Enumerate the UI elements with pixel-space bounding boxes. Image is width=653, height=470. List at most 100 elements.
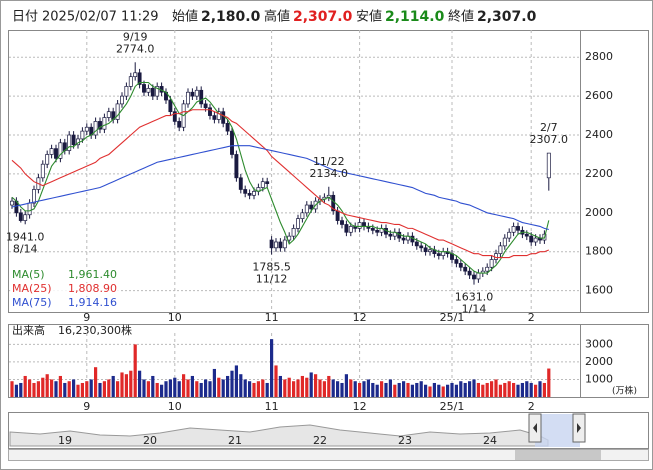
header-label: 終値 <box>448 9 474 25</box>
annotation-date: 9/19 <box>123 30 148 43</box>
candle-body <box>489 259 494 268</box>
y-tick-label: 1800 <box>585 245 613 258</box>
volume-bar <box>494 379 498 397</box>
volume-bar <box>120 372 124 397</box>
candle-body <box>208 107 212 116</box>
candle-body <box>304 204 309 214</box>
volume-bar <box>538 381 542 397</box>
volume-bar <box>270 339 274 397</box>
y-tick-label: 2200 <box>585 167 613 180</box>
volume-bar <box>54 381 58 397</box>
volume-bar <box>186 379 190 397</box>
volume-bar <box>419 381 423 397</box>
volume-bar <box>221 379 225 397</box>
volume-bar <box>243 379 247 397</box>
candle-body <box>115 103 120 120</box>
volume-bar <box>76 384 80 397</box>
legend-value: 1,808.90 <box>68 282 117 295</box>
volume-bar <box>98 382 102 397</box>
candle-body <box>142 84 146 93</box>
volume-bar <box>10 381 14 397</box>
volume-bar <box>454 384 458 397</box>
volume-bar <box>32 382 36 397</box>
candle-body <box>458 263 463 268</box>
volume-bar <box>428 386 432 397</box>
candle-body <box>23 214 28 221</box>
candle-body <box>146 87 151 93</box>
candle-body <box>335 210 340 221</box>
candle-body <box>260 181 265 188</box>
volume-bar <box>384 382 388 397</box>
scroll-thumb[interactable] <box>515 450 601 460</box>
volume-bar <box>402 381 406 397</box>
volume-bar <box>358 382 362 397</box>
x-tick-label: 25/1 <box>440 311 465 324</box>
scrollbar[interactable] <box>8 449 649 461</box>
x-tick-label: 9 <box>83 400 90 413</box>
volume-bar <box>28 379 32 397</box>
candle-body <box>243 189 248 194</box>
candle-body <box>278 241 283 249</box>
volume-bar <box>547 368 551 397</box>
volume-bar <box>366 379 370 397</box>
volume-bar <box>322 381 326 397</box>
volume-bar <box>190 375 194 397</box>
volume-bar <box>340 382 344 397</box>
candle-body <box>511 226 516 233</box>
volume-bar <box>23 375 27 397</box>
volume-bar <box>155 382 159 397</box>
volume-bar <box>234 365 238 397</box>
annotation-date: 11/22 <box>313 155 345 168</box>
candle-body <box>124 86 129 97</box>
candle-body <box>190 91 195 97</box>
volume-bar <box>336 381 340 397</box>
navigator-label: 20 <box>143 434 157 447</box>
candle-body <box>230 130 234 155</box>
volume-bar <box>463 382 467 397</box>
volume-title: 出来高 <box>12 323 45 337</box>
annotation-value: 2307.0 <box>530 133 569 146</box>
x-tick-label: 2 <box>528 311 535 324</box>
candle-body <box>67 134 72 151</box>
volume-panel <box>8 324 649 398</box>
candle-body <box>10 200 14 206</box>
volume-bar <box>261 379 265 397</box>
legend-value: 1,961.40 <box>68 268 117 281</box>
volume-bar <box>80 382 84 397</box>
candle-body <box>436 253 441 256</box>
annotation-value: 2774.0 <box>116 42 155 55</box>
volume-bar <box>256 381 260 397</box>
legend-name: MA(5) <box>12 268 45 281</box>
volume-bar <box>72 379 76 397</box>
volume-bar <box>516 384 520 397</box>
volume-bar <box>520 382 524 397</box>
legend-name: MA(75) <box>12 296 52 309</box>
candle-body <box>199 89 204 105</box>
volume-bar <box>164 381 168 397</box>
candle-body <box>128 76 133 87</box>
candle-body <box>423 247 428 253</box>
volume-bar <box>129 370 133 397</box>
candle-body <box>194 89 199 97</box>
volume-bar <box>327 375 331 397</box>
header: 日付 2025/02/07 11:29 始値 2,180.0 高値 2,307.… <box>12 9 537 26</box>
volume-bar <box>151 375 155 397</box>
candle-body <box>238 177 243 190</box>
candle-body <box>454 259 459 264</box>
candle-body <box>485 266 490 272</box>
volume-bar <box>490 381 494 397</box>
candle-body <box>186 91 190 105</box>
candle-body <box>27 202 32 216</box>
annotation-value: 1941.0 <box>6 230 45 243</box>
candle-body <box>216 111 221 120</box>
volume-bar <box>204 379 208 397</box>
y-tick-label: 2000 <box>585 355 613 368</box>
volume-bar <box>349 379 353 397</box>
volume-bar <box>208 381 212 397</box>
volume-bar <box>230 370 234 397</box>
volume-bar <box>459 381 463 397</box>
volume-bar <box>283 379 287 397</box>
annotation-value: 1785.5 <box>252 261 291 274</box>
